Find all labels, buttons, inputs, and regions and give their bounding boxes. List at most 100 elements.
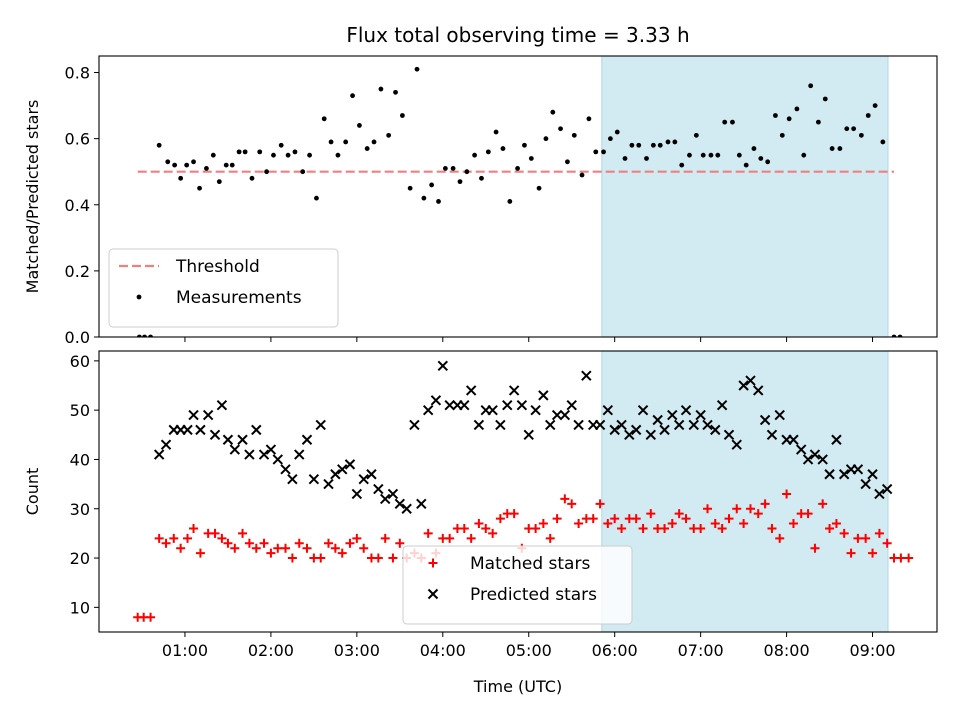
data-point [153,449,165,460]
data-point [337,548,347,558]
data-point [896,553,906,563]
data-point [631,514,641,524]
y-tick-label: 40 [70,450,90,469]
data-point [330,543,340,553]
data-point [731,439,742,450]
data-point [251,424,262,436]
data-point [616,419,627,431]
data-point [308,473,320,485]
data-point [788,434,799,445]
data-point [831,519,841,529]
y-axis-title: Matched/Predicted stars [23,100,42,294]
data-point [244,538,254,548]
data-point [607,136,613,142]
data-point [636,142,642,148]
data-point [786,116,792,122]
data-point [393,89,398,95]
data-point [195,424,206,436]
data-point [724,514,734,524]
data-point [595,499,605,509]
data-point [593,149,599,155]
data-point [287,553,297,563]
data-point [281,543,291,553]
data-point [516,400,528,411]
data-point [328,139,334,145]
data-point [294,449,305,460]
data-point [165,159,171,165]
data-point [414,66,420,72]
data-point [765,159,771,165]
chart-title: Flux total observing time = 3.33 h [346,23,689,47]
data-point [646,509,656,519]
y-tick-label: 0.4 [65,196,90,215]
data-point [573,419,584,431]
data-point [280,464,291,475]
data-point [868,548,878,558]
data-point [315,419,326,431]
data-point [803,509,813,519]
data-point [487,404,498,416]
data-point [788,519,798,529]
data-point [278,142,284,148]
data-point [472,152,477,158]
data-point [292,149,298,155]
data-point [672,139,678,145]
data-point [538,519,548,529]
data-point [802,454,814,465]
data-point [195,548,205,558]
data-point [667,409,678,421]
legend-box [108,248,339,328]
data-point [574,519,584,529]
data-point [335,152,341,158]
data-point [500,146,506,151]
data-point [217,533,227,543]
data-point [681,514,691,524]
data-point [629,142,635,148]
data-point [197,185,202,191]
data-point [148,334,153,337]
data-point [846,548,856,558]
data-point [730,119,735,125]
data-point [715,152,721,158]
data-point [530,404,541,416]
data-point [350,93,355,99]
data-point [710,424,721,436]
data-point [872,103,878,108]
data-point [395,538,405,548]
data-point [273,543,283,553]
data-point [759,414,771,426]
data-point [853,533,863,543]
observing-interval-band [601,350,889,633]
data-point [536,185,542,191]
plot-area [136,66,903,337]
data-point [586,116,592,122]
data-point [753,509,763,519]
data-point [423,528,433,538]
data-point [223,162,229,168]
data-point [300,169,306,175]
data-point [874,488,885,500]
data-point [588,514,598,524]
data-point [264,169,269,175]
data-point [838,469,850,480]
data-point [644,156,649,161]
x-tick-label: 02:00 [248,641,294,660]
data-point [399,113,405,118]
data-point [545,533,555,543]
y-axis-title: Count [23,468,42,516]
data-point [566,400,577,411]
data-point [244,449,255,460]
data-point [495,514,505,524]
legend-dot-swatch [136,294,142,300]
data-point [272,454,283,465]
data-point [657,142,663,148]
data-point [191,159,196,165]
data-point [459,400,470,411]
data-point [160,439,172,450]
legend: Matched stars Predicted stars [402,545,633,625]
data-point [774,409,785,421]
data-point [637,404,649,416]
data-point [782,489,792,499]
data-point [394,498,406,510]
data-point [614,129,620,135]
